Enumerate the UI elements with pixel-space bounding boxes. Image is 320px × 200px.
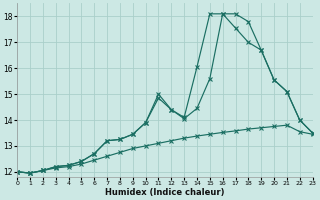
X-axis label: Humidex (Indice chaleur): Humidex (Indice chaleur) xyxy=(105,188,225,197)
